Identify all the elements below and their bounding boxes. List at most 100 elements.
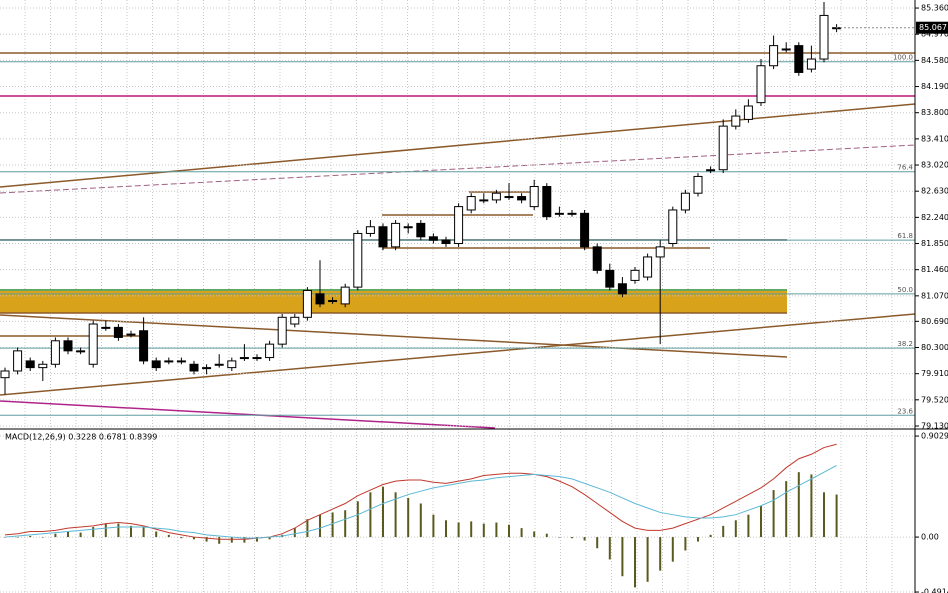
candle-body: [466, 196, 476, 211]
histogram-bar: [4, 537, 6, 538]
histogram-bar: [369, 492, 372, 538]
histogram-bar: [407, 497, 410, 538]
candle-body: [378, 226, 388, 248]
histogram-bar: [457, 522, 460, 538]
histogram-bar: [155, 531, 158, 538]
y-tick-label: 82.630: [921, 187, 948, 196]
candle-body: [643, 256, 653, 278]
y-tick-label: 0.9029: [921, 432, 948, 441]
histogram-bar: [104, 523, 107, 538]
histogram-bar: [571, 537, 573, 539]
histogram-bar: [671, 537, 674, 562]
candle-body: [706, 169, 716, 172]
histogram-bar: [785, 481, 788, 538]
histogram-bar: [520, 528, 523, 538]
histogram-bar: [760, 505, 762, 538]
histogram-bar: [331, 512, 334, 538]
histogram-bar: [470, 521, 473, 538]
candle-body: [63, 340, 73, 352]
y-tick-label: 81.460: [921, 265, 948, 274]
histogram-bar: [445, 520, 447, 538]
y-tick-label: 0.00: [921, 533, 939, 542]
y-tick-label: 82.240: [921, 213, 948, 222]
histogram-bar: [205, 537, 208, 542]
candle-body: [806, 58, 816, 70]
histogram-bar: [54, 533, 57, 538]
histogram-bar: [545, 533, 548, 538]
fib-label: 61.8: [897, 232, 913, 240]
trend-line: [0, 313, 916, 396]
zone: [0, 291, 787, 313]
candle-body: [630, 269, 640, 281]
candle-body: [0, 370, 10, 379]
candle-body: [328, 300, 338, 303]
trend-line: [0, 314, 788, 358]
histogram-bar: [419, 503, 422, 538]
candle-body: [88, 323, 98, 365]
candle-body: [76, 350, 86, 353]
candle-body: [680, 192, 690, 211]
candle-body: [769, 45, 779, 67]
candle-body: [353, 232, 363, 288]
candle-body: [794, 45, 804, 73]
y-tick-label: 79.910: [921, 369, 948, 378]
last-price-box: [916, 21, 948, 34]
candle-body: [227, 360, 237, 369]
candle-body: [542, 185, 552, 218]
candle-body: [756, 65, 766, 104]
histogram-bar: [772, 490, 775, 538]
y-tick-label: -0.4914: [921, 588, 948, 593]
trend-line: [0, 103, 916, 188]
candle-body: [189, 363, 199, 372]
histogram-bar: [734, 520, 737, 538]
y-tick-label: 79.520: [921, 395, 948, 404]
histogram-bar: [243, 537, 246, 543]
histogram-bar: [797, 472, 800, 538]
candle-body: [504, 196, 514, 199]
y-tick-label: 84.190: [921, 82, 948, 91]
fib-label: 23.6: [897, 407, 913, 415]
candle-body: [340, 286, 350, 305]
fib-label: 50.0: [897, 286, 913, 294]
histogram-bar: [533, 531, 536, 538]
candle-body: [655, 246, 665, 258]
candle-body: [365, 226, 375, 234]
candle-body: [50, 340, 60, 365]
histogram-bar: [67, 531, 69, 538]
candle-body: [567, 212, 577, 215]
y-tick-label: 83.410: [921, 134, 948, 143]
candle-body: [214, 363, 224, 366]
histogram-bar: [432, 514, 435, 538]
histogram-bar: [634, 537, 636, 588]
histogram-bar: [256, 537, 258, 542]
candle-body: [441, 239, 451, 245]
macd-line: [4, 465, 837, 539]
histogram-bar: [319, 514, 321, 538]
histogram-bar: [130, 525, 132, 538]
candle-body: [252, 357, 262, 360]
candle-body: [592, 246, 602, 271]
y-tick-label: 81.070: [921, 291, 948, 300]
histogram-bar: [92, 526, 95, 538]
histogram-bar: [142, 526, 145, 538]
histogram-bar: [79, 532, 82, 538]
y-tick-label: 80.300: [921, 343, 948, 352]
candle-body: [239, 357, 249, 360]
candle-body: [290, 316, 300, 325]
histogram-bar: [621, 537, 624, 577]
candle-body: [202, 367, 212, 370]
candle-body: [580, 212, 590, 248]
candle-body: [605, 269, 615, 288]
candle-body: [428, 236, 438, 241]
last-price-label: 85.067: [919, 23, 947, 32]
candle-body: [693, 175, 703, 194]
candle-body: [731, 115, 741, 127]
histogram-bar: [558, 537, 561, 538]
candle-body: [743, 105, 753, 120]
histogram-bar: [608, 537, 611, 560]
histogram-bar: [293, 528, 296, 538]
histogram-bar: [394, 492, 397, 538]
candle-body: [454, 206, 464, 245]
histogram-bar: [180, 537, 183, 539]
